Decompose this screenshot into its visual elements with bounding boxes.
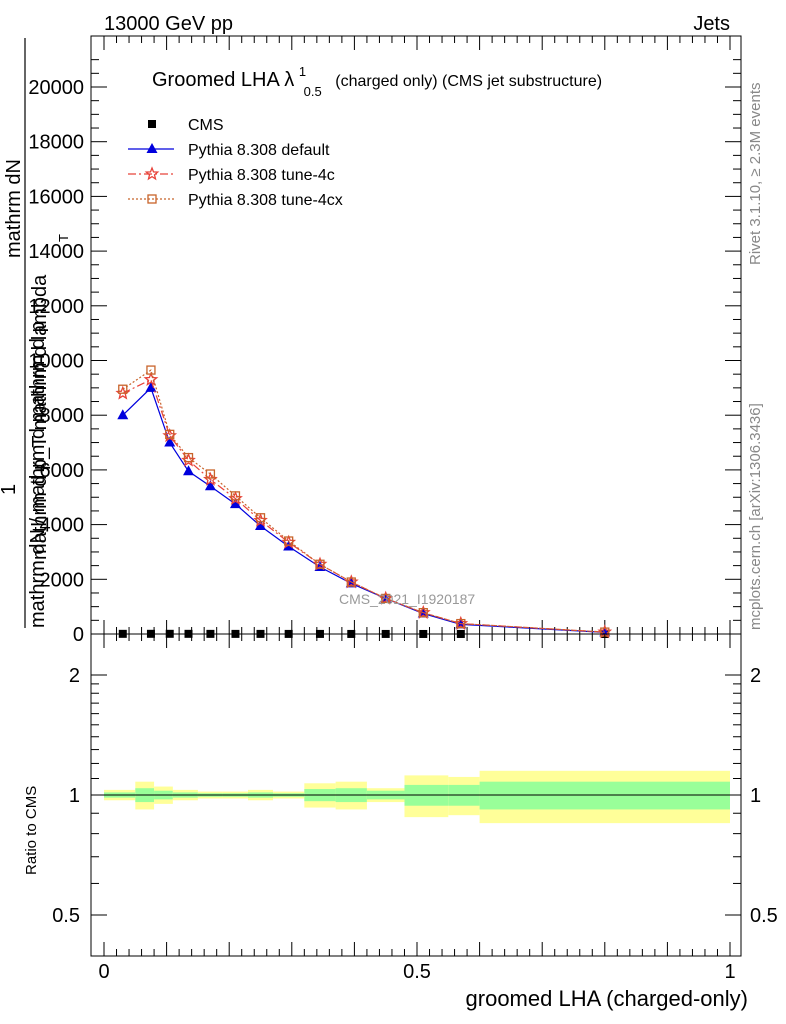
legend-label: Pythia 8.308 tune-4c [188,167,335,184]
watermark: CMS_2021_I1920187 [339,591,475,607]
y-axis-label-bottom-sub: T [56,234,71,242]
header-right: Jets [693,13,730,35]
y-tick-label: 0 [73,624,84,646]
legend-label: Pythia 8.308 default [188,142,330,159]
plot-title-main: Groomed LHA λ [152,69,294,91]
y-axis-label-num: 1 [0,484,20,495]
legend: CMS Pythia 8.308 default Pythia 8.308 tune… [128,117,343,209]
legend-label: CMS [188,117,224,134]
data-point [147,194,157,204]
plot-title-sup: 1 [299,64,306,79]
data-point [255,519,266,530]
data-point [346,577,356,587]
series-3 [118,365,610,637]
data-point [164,436,176,447]
y-tick-label: 10000 [28,351,84,373]
ratio-y-tick-label: 2 [69,665,80,687]
data-point [148,120,156,128]
plot-title-suffix: (charged only) (CMS jet substructure) [335,73,602,90]
main-plot-panel: 0 2000 4000 6000 8000 10000 12000 14000 16000 180… [28,35,742,646]
data-point [144,166,160,181]
data-point [315,559,325,569]
plot-title-sub: 0.5 [304,84,322,99]
ratio-y-axis-label: Ratio to CMS [23,786,40,875]
y-tick-label: 18000 [28,132,84,154]
y-tick-label: 14000 [28,241,84,263]
legend-label: Pythia 8.308 tune-4cx [188,192,343,209]
data-point [381,593,391,604]
mcplots-label: mcplots.cern.ch [arXiv:1306.3436] [747,403,764,630]
x-tick-label: 1 [724,961,735,983]
data-point [230,491,241,501]
ratio-y-tick-label-right: 0.5 [750,905,778,927]
rivet-label: Rivet 3.1.10, ≥ 2.3M events [747,83,764,266]
y-tick-label: 6000 [40,460,85,482]
x-tick-label: 0.5 [403,961,431,983]
ratio-band-inner [479,781,730,810]
data-point [183,452,194,463]
data-point [229,498,241,509]
ratio-panel-frame [90,633,742,957]
data-point [284,536,294,546]
data-point [255,513,266,523]
data-point [117,409,129,420]
ratio-y-tick-label-right: 2 [750,665,761,687]
data-point [183,465,195,476]
data-point [418,608,428,618]
y-axis-label-bottom: mathrm dN / mathrm d mathrm d p [27,321,49,628]
header-left: 13000 GeV pp [104,13,233,35]
data-point [205,469,216,479]
x-tick-label: 0 [98,961,109,983]
data-point [118,384,128,394]
y-tick-label: 20000 [28,77,84,99]
data-point [165,429,175,439]
ratio-panel: 0 0.5 1 0.5 0.5 1 1 2 2 [52,633,778,983]
data-point [145,381,157,392]
data-point [146,143,158,153]
ratio-y-tick-label: 1 [69,785,80,807]
y-tick-label: 2000 [40,569,85,591]
y-axis-label-top: mathrm dN [3,159,25,258]
y-tick-label: 8000 [40,405,85,427]
data-point [204,480,216,491]
data-point [456,618,466,629]
data-point [143,371,159,386]
y-axis-label-top2: mathrm d p_T mathrm d lambda [29,274,51,560]
ratio-y-tick-label: 0.5 [52,905,80,927]
y-tick-label: 12000 [28,296,84,318]
y-tick-label: 4000 [40,515,85,537]
x-axis-label: groomed LHA (charged-only) [466,986,748,1011]
plot-title: Groomed LHA λ 1 0.5 (charged only) (CMS … [152,59,602,101]
y-tick-label: 16000 [28,186,84,208]
data-point [146,365,156,375]
ratio-y-tick-label-right: 1 [750,785,761,807]
